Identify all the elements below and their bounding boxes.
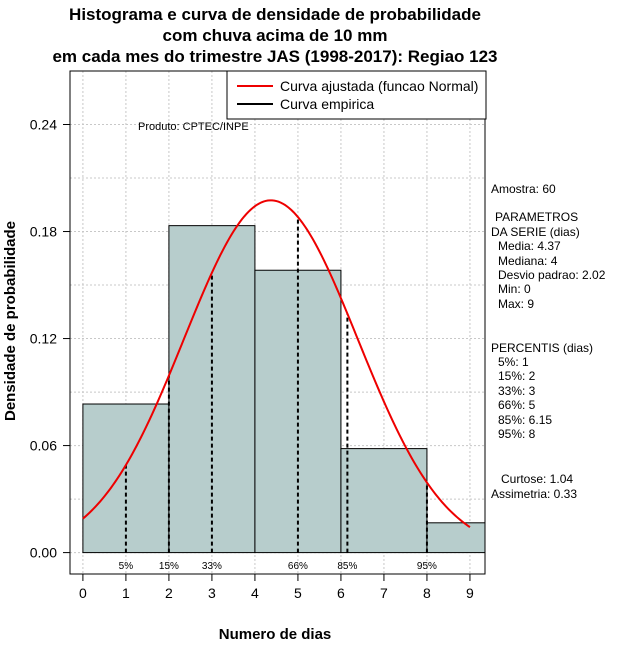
percentile-label: 15%	[159, 561, 179, 572]
y-tick-label: 0.18	[30, 224, 57, 240]
chart-title-line-3: em cada mes do trimestre JAS (1998-2017)…	[52, 47, 497, 66]
stats-panel: Amostra: 60 PARAMETROS DA SERIE (dias) M…	[491, 182, 606, 501]
y-tick-label: 0.24	[30, 117, 57, 133]
x-tick-label: 6	[337, 585, 345, 601]
stats-percentile-line: 95%: 8	[498, 427, 536, 441]
histogram-bar	[426, 522, 486, 554]
y-axis-label: Densidade de probabilidade	[2, 221, 19, 421]
axes: 0 1 2 3 4 5 6 7 8 9 0.00 0.06 0.12 0.18 0.24	[30, 117, 474, 601]
x-tick-label: 3	[208, 585, 216, 601]
percentile-label: 95%	[417, 561, 437, 572]
percentile-label: 66%	[288, 561, 308, 572]
x-tick-label: 1	[122, 585, 130, 601]
percentile-label: 85%	[337, 561, 357, 572]
stats-percentile-line: 66%: 5	[498, 398, 536, 412]
stats-percentile-line: 85%: 6.15	[498, 413, 552, 427]
stats-percentile-line: 15%: 2	[498, 369, 536, 383]
chart-title-line-2: com chuva acima de 10 mm	[163, 26, 388, 45]
percentile-lines: 5% 15% 33% 66% 85% 95%	[119, 217, 437, 572]
chart-title-line-1: Histograma e curva de densidade de proba…	[69, 5, 481, 24]
legend-box	[226, 70, 487, 120]
x-tick-label: 4	[251, 585, 259, 601]
stats-params-line: PARAMETROS	[495, 210, 578, 224]
product-annotation: Produto: CPTEC/INPE	[138, 121, 249, 133]
x-tick-label: 2	[165, 585, 173, 601]
y-tick-label: 0.00	[30, 545, 57, 561]
histogram-bar	[340, 448, 428, 554]
legend-empirical-label: Curva empirica	[280, 96, 374, 112]
stats-params-line: Min: 0	[498, 282, 531, 296]
legend: Curva ajustada (funcao Normal) Curva emp…	[226, 70, 487, 120]
stats-params-line: Max: 9	[498, 297, 534, 311]
fitted-curve-layer	[82, 199, 471, 528]
stats-percentile-line: 5%: 1	[498, 355, 529, 369]
y-tick-label: 0.12	[30, 331, 57, 347]
stats-percentile-line: 33%: 3	[498, 384, 536, 398]
x-tick-label: 7	[380, 585, 388, 601]
stats-params-line: DA SERIE (dias)	[491, 225, 580, 239]
stats-kurtosis: Curtose: 1.04	[501, 472, 573, 486]
x-tick-label: 9	[466, 585, 474, 601]
x-tick-label: 5	[294, 585, 302, 601]
histogram-bars	[82, 225, 486, 554]
y-tick-label: 0.06	[30, 438, 57, 454]
stats-sample: Amostra: 60	[491, 182, 556, 196]
stats-params-line: Mediana: 4	[498, 254, 558, 268]
fitted-normal-curve	[82, 199, 471, 528]
x-tick-label: 0	[79, 585, 87, 601]
x-tick-label: 8	[423, 585, 431, 601]
stats-skewness: Assimetria: 0.33	[491, 487, 577, 501]
stats-params-line: Media: 4.37	[498, 239, 561, 253]
stats-params-line: Desvio padrao: 2.02	[498, 268, 606, 282]
stats-percentile-line: PERCENTIS (dias)	[491, 341, 593, 355]
percentile-label: 33%	[202, 561, 222, 572]
percentile-label: 5%	[119, 561, 134, 572]
legend-fitted-label: Curva ajustada (funcao Normal)	[280, 78, 478, 94]
x-axis-label: Numero de dias	[219, 626, 332, 643]
